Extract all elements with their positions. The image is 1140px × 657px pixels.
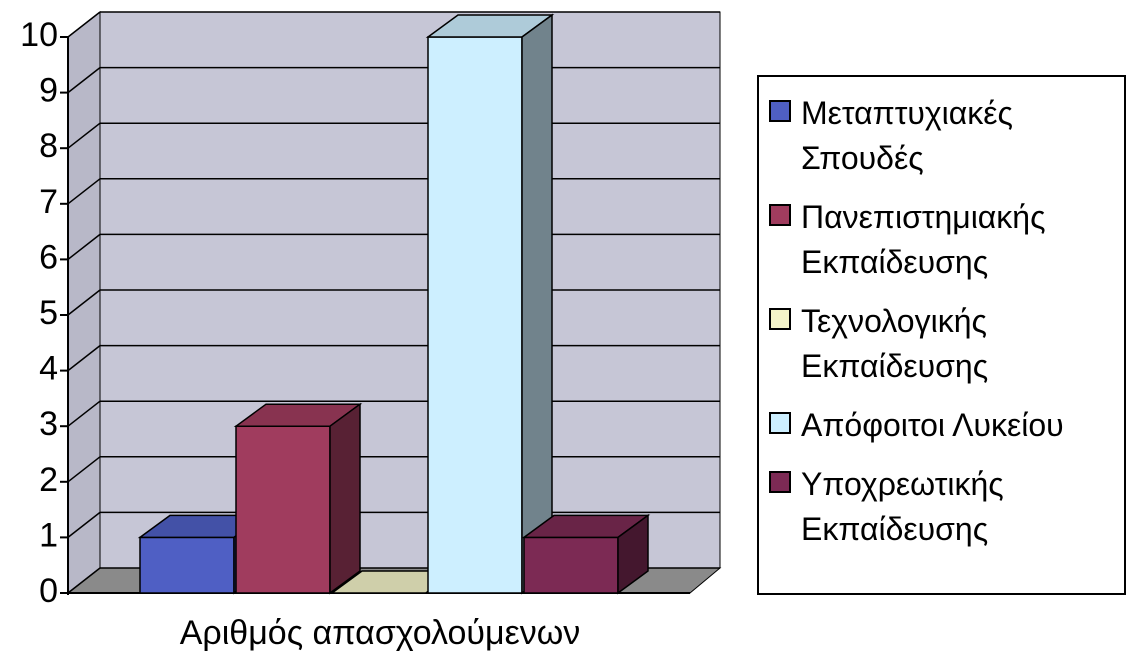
legend-item: Πανεπιστημιακής Εκπαίδευσης (769, 195, 1124, 285)
legend-label: Απόφοιτοι Λυκείου (801, 407, 1064, 443)
legend: Μεταπτυχιακές Σπουδές Πανεπιστημιακής Εκπ… (757, 75, 1126, 595)
legend-swatch (769, 204, 791, 226)
grid-line (67, 233, 101, 260)
bar-side (329, 402, 361, 595)
legend-label: Τεχνολογικής Εκπαίδευσης (801, 303, 989, 384)
grid-line (67, 511, 101, 538)
grid-line (67, 345, 101, 372)
y-tick-label: 2 (39, 461, 58, 499)
legend-swatch (769, 100, 791, 122)
legend-item: Απόφοιτοι Λυκείου (769, 403, 1124, 448)
legend-label: Υποχρεωτικής Εκπαίδευσης (801, 466, 1004, 547)
y-tick-label: 0 (39, 572, 58, 610)
grid-line (67, 67, 101, 94)
y-tick-label: 9 (39, 72, 58, 110)
y-tick-label: 10 (20, 16, 58, 54)
y-tick-label: 3 (39, 405, 58, 443)
bar-front (427, 36, 523, 594)
y-tick-label: 1 (39, 516, 58, 554)
y-tick-label: 7 (39, 183, 58, 221)
y-tick-label: 6 (39, 238, 58, 276)
legend-swatch (769, 412, 791, 434)
y-tick-label: 4 (39, 350, 58, 388)
x-category-label: Αριθμός απασχολούμενων (180, 614, 581, 652)
legend-item: Τεχνολογικής Εκπαίδευσης (769, 299, 1124, 389)
grid-line (67, 178, 101, 205)
grid-line (67, 567, 101, 594)
grid-line (67, 400, 101, 427)
bar-front (139, 536, 235, 594)
legend-item: Μεταπτυχιακές Σπουδές (769, 91, 1124, 181)
y-tick-label: 8 (39, 127, 58, 165)
legend-label: Πανεπιστημιακής Εκπαίδευσης (801, 199, 1046, 280)
legend-swatch (769, 471, 791, 493)
grid-line (67, 11, 101, 38)
bar-front (235, 425, 331, 594)
legend-swatch (769, 308, 791, 330)
bar-front (523, 536, 619, 594)
y-tick-label: 5 (39, 294, 58, 332)
legend-item: Υποχρεωτικής Εκπαίδευσης (769, 462, 1124, 552)
grid-line (67, 122, 101, 149)
grid-line (67, 289, 101, 316)
bar-side (521, 13, 553, 595)
bar-side (617, 513, 649, 595)
legend-label: Μεταπτυχιακές Σπουδές (801, 95, 1013, 176)
grid-line (67, 456, 101, 483)
